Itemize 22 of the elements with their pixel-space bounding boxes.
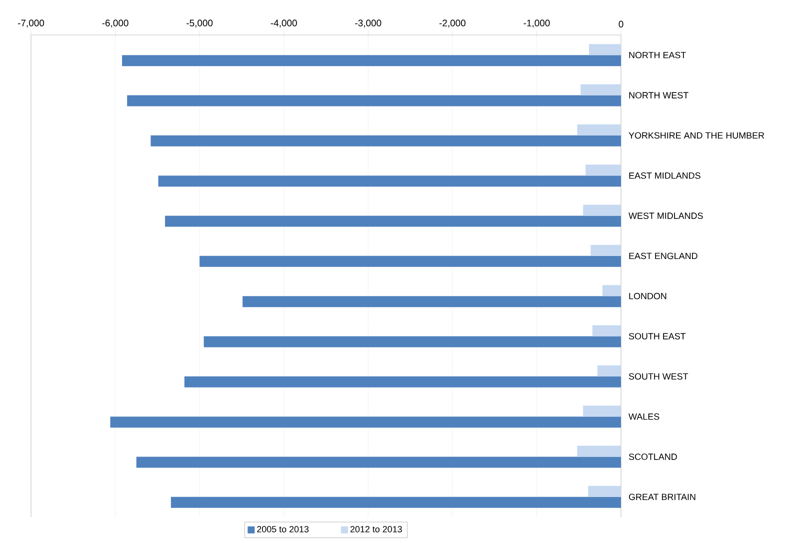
y-tick-label: EAST ENGLAND — [629, 252, 698, 260]
x-tick-label: -2,000 — [439, 20, 466, 28]
y-tick-label: NORTH EAST — [629, 52, 686, 58]
y-tick-label: YORKSHIRE AND THE HUMBER — [628, 132, 764, 139]
x-tick-label: 0 — [618, 20, 624, 28]
y-tick-label: WEST MIDLANDS — [628, 212, 703, 219]
y-tick-label: SOUTH WEST — [628, 373, 688, 380]
y-tick-label: LONDON — [629, 292, 666, 300]
x-tick-label: -4,000 — [270, 20, 297, 28]
legend-label: 2012 to 2013 — [350, 526, 402, 532]
x-tick-label: -1,000 — [524, 20, 550, 28]
x-tick-label: -7,000 — [18, 20, 44, 28]
y-tick-label: SOUTH EAST — [628, 333, 686, 340]
y-tick-label: NORTH WEST — [629, 92, 688, 98]
x-tick-label: -6,000 — [102, 20, 128, 28]
y-tick-label: WALES — [628, 413, 660, 420]
legend-label: 2005 to 2013 — [257, 526, 309, 532]
y-tick-label: EAST MIDLANDS — [629, 172, 700, 179]
y-tick-label: SCOTLAND — [628, 454, 677, 460]
x-tick-label: -5,000 — [186, 20, 213, 28]
y-tick-label: GREAT BRITAIN — [628, 494, 696, 500]
x-tick-label: -3,000 — [355, 20, 382, 28]
